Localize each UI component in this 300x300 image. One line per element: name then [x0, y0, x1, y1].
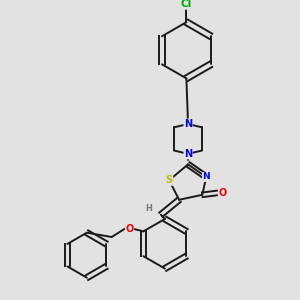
Text: O: O: [218, 188, 226, 198]
Text: S: S: [166, 175, 173, 185]
Text: N: N: [184, 149, 192, 159]
Text: H: H: [145, 204, 152, 213]
Text: N: N: [184, 119, 192, 129]
Text: O: O: [125, 224, 134, 234]
Text: Cl: Cl: [181, 0, 192, 9]
Text: N: N: [202, 172, 210, 182]
